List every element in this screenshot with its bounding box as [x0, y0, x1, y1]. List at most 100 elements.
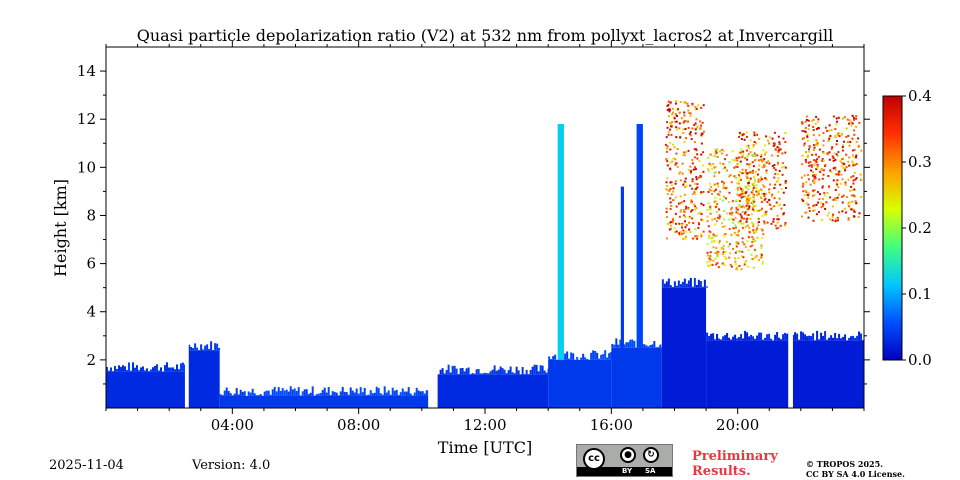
heatmap-cell [741, 192, 744, 195]
heatmap-cell [543, 370, 546, 375]
heatmap-cell [689, 170, 692, 173]
heatmap-cell [804, 158, 807, 161]
heatmap-cell [768, 198, 771, 201]
heatmap-cell [767, 160, 770, 163]
heatmap-cell [735, 177, 738, 180]
heatmap-cell [768, 188, 771, 191]
heatmap-cell [751, 258, 754, 261]
heatmap-cell [419, 391, 422, 396]
heatmap-cell [727, 245, 730, 248]
heatmap-cell [293, 388, 296, 396]
heatmap-cell [828, 185, 830, 188]
heatmap-cell [672, 143, 675, 146]
heatmap-cell [116, 369, 118, 372]
heatmap-cell [738, 156, 741, 159]
heatmap-cell [421, 391, 424, 396]
heatmap-cell [682, 229, 685, 232]
heatmap-cell [763, 222, 766, 225]
heatmap-cell [659, 344, 662, 348]
heatmap-cell [673, 227, 676, 230]
heatmap-cell [777, 218, 780, 221]
heatmap-cell [753, 185, 756, 188]
heatmap-cell [758, 164, 761, 167]
heatmap-cell [263, 391, 266, 396]
heatmap-cell [745, 173, 748, 176]
heatmap-cell [218, 347, 221, 351]
heatmap-cell [841, 195, 844, 198]
heatmap-cell [691, 286, 694, 288]
heatmap-cell [718, 208, 720, 211]
heatmap-cell [738, 265, 741, 267]
heatmap-cell [479, 373, 482, 375]
heatmap-cell [677, 108, 679, 111]
heatmap-cell [763, 144, 766, 147]
heatmap-cell [684, 186, 687, 189]
heatmap-cell [803, 137, 805, 139]
heatmap-cell [736, 182, 739, 185]
heatmap-cell [665, 211, 668, 213]
heatmap-cell [733, 166, 736, 169]
heatmap-cell [239, 389, 242, 396]
heatmap-cell [769, 183, 772, 186]
heatmap-cell [682, 238, 685, 241]
heatmap-cell [681, 162, 684, 165]
cc-license-badge[interactable]: cc ● ↻ BY SA [576, 444, 673, 477]
heatmap-cell [449, 372, 452, 375]
heatmap-cell [777, 190, 780, 193]
heatmap-cell [803, 142, 806, 145]
heatmap-cell [715, 151, 718, 154]
heatmap-cell [829, 134, 832, 137]
heatmap-cell [760, 155, 763, 158]
heatmap-cell [742, 191, 745, 194]
heatmap-cell [851, 189, 854, 191]
heatmap-cell [718, 338, 721, 341]
heatmap-cell [253, 393, 256, 396]
heatmap-cell [443, 373, 446, 375]
heatmap-cell [754, 256, 757, 259]
heatmap-cell [777, 204, 780, 207]
heatmap-cell [732, 227, 735, 230]
heatmap-cell [749, 151, 752, 154]
heatmap-cell [746, 172, 749, 175]
heatmap-cell [840, 165, 843, 168]
heatmap-cell [675, 230, 678, 233]
heatmap-cell [708, 236, 710, 239]
heatmap-cell [699, 281, 702, 288]
y-tick-label: 8 [86, 206, 96, 224]
heatmap-cell [837, 132, 840, 135]
heatmap-cell [815, 213, 818, 216]
heatmap-cell [315, 394, 318, 396]
heatmap-cell [761, 166, 764, 169]
heatmap-cell [804, 121, 807, 123]
heatmap-cell [711, 236, 714, 239]
heatmap-cell [807, 173, 809, 176]
heatmap-cell [828, 137, 831, 140]
heatmap-cell [758, 259, 760, 262]
heatmap-cell [716, 262, 719, 265]
heatmap-cell [724, 225, 727, 228]
heatmap-cell [826, 191, 829, 194]
heatmap-cell [140, 367, 142, 372]
heatmap-cell [694, 166, 696, 169]
heatmap-cell [707, 264, 710, 267]
heatmap-cell [734, 216, 737, 219]
heatmap-cell [335, 392, 338, 396]
heatmap-cell [832, 159, 835, 162]
heatmap-cell [447, 364, 450, 375]
heatmap-cell [855, 117, 858, 120]
heatmap-cell [749, 177, 752, 180]
heatmap-cell [736, 187, 739, 189]
heatmap-cell [764, 192, 767, 195]
heatmap-cell [850, 208, 853, 211]
heatmap-cell [700, 192, 703, 195]
heatmap-cell [751, 169, 754, 172]
cc-by-label: BY [622, 467, 633, 475]
heatmap-cell [731, 150, 734, 153]
heatmap-cell [761, 207, 763, 210]
heatmap-cell [741, 190, 744, 193]
heatmap-cell [676, 115, 678, 117]
heatmap-cell [851, 122, 854, 125]
heatmap-cell [683, 140, 686, 143]
heatmap-cell [679, 101, 682, 103]
heatmap-cell [815, 116, 818, 118]
